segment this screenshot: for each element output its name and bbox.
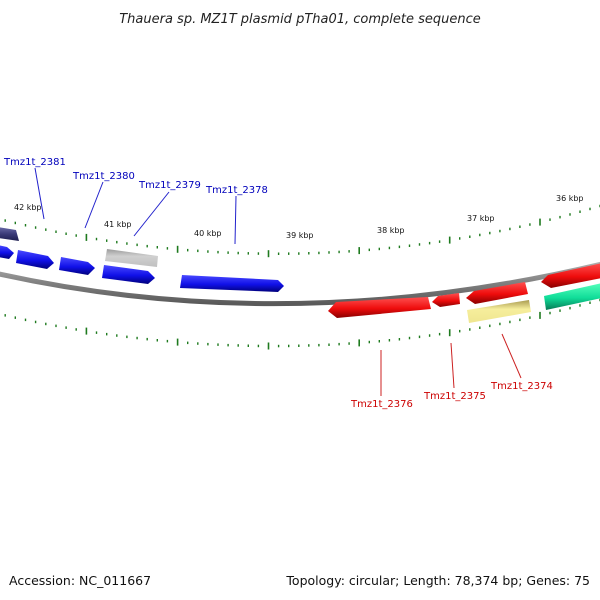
gene-forward-4[interactable]	[102, 265, 155, 284]
gene-other-green[interactable]	[544, 283, 600, 310]
gene-label-2378[interactable]: Tmz1t_2378	[205, 185, 268, 196]
kbp-label-38: 38 kbp	[377, 226, 405, 235]
kbp-label-37: 37 kbp	[467, 214, 495, 223]
leader-line-2380	[84, 181, 104, 229]
gene-label-2376[interactable]: Tmz1t_2376	[350, 399, 413, 410]
gene-reverse-right[interactable]	[541, 263, 600, 288]
map-title: Thauera sp. MZ1T plasmid pTha01, complet…	[119, 12, 481, 27]
gene-reverse-2374[interactable]	[466, 282, 528, 304]
gene-forward-2378[interactable]	[180, 275, 284, 292]
backbone-ring	[0, 261, 600, 307]
gene-reverse-2375[interactable]	[432, 293, 460, 307]
gene-pseudo-2379[interactable]	[105, 249, 158, 267]
kbp-label-39: 39 kbp	[286, 231, 314, 240]
gene-dark-partial[interactable]	[0, 227, 19, 241]
leader-line-2379	[133, 191, 170, 237]
kbp-label-42: 42 kbp	[14, 203, 42, 212]
inner-tick-ring	[4, 298, 600, 350]
topology-text: Topology: circular; Length: 78,374 bp; G…	[286, 573, 590, 588]
gene-forward-2[interactable]	[16, 250, 54, 269]
kbp-label-36: 36 kbp	[556, 194, 584, 203]
gene-label-2379[interactable]: Tmz1t_2379	[138, 180, 201, 191]
gene-reverse-2376[interactable]	[328, 297, 431, 318]
accession-text: Accession: NC_011667	[9, 573, 152, 588]
gene-label-2375[interactable]: Tmz1t_2375	[423, 391, 486, 402]
gene-label-2380[interactable]: Tmz1t_2380	[72, 171, 135, 182]
leader-line-2375	[450, 342, 455, 389]
kbp-label-40: 40 kbp	[194, 229, 222, 238]
leader-line-2374	[501, 333, 522, 379]
gene-label-2374[interactable]: Tmz1t_2374	[490, 381, 553, 392]
leader-line-2378	[234, 195, 237, 245]
gene-label-2381[interactable]: Tmz1t_2381	[3, 157, 66, 168]
gene-forward-1[interactable]	[0, 245, 14, 259]
gene-forward-3[interactable]	[59, 257, 95, 275]
kbp-label-41: 41 kbp	[104, 220, 132, 229]
leader-line-2381	[34, 167, 45, 220]
outer-tick-ring	[4, 204, 600, 258]
gene-rna-yellow[interactable]	[467, 300, 531, 323]
